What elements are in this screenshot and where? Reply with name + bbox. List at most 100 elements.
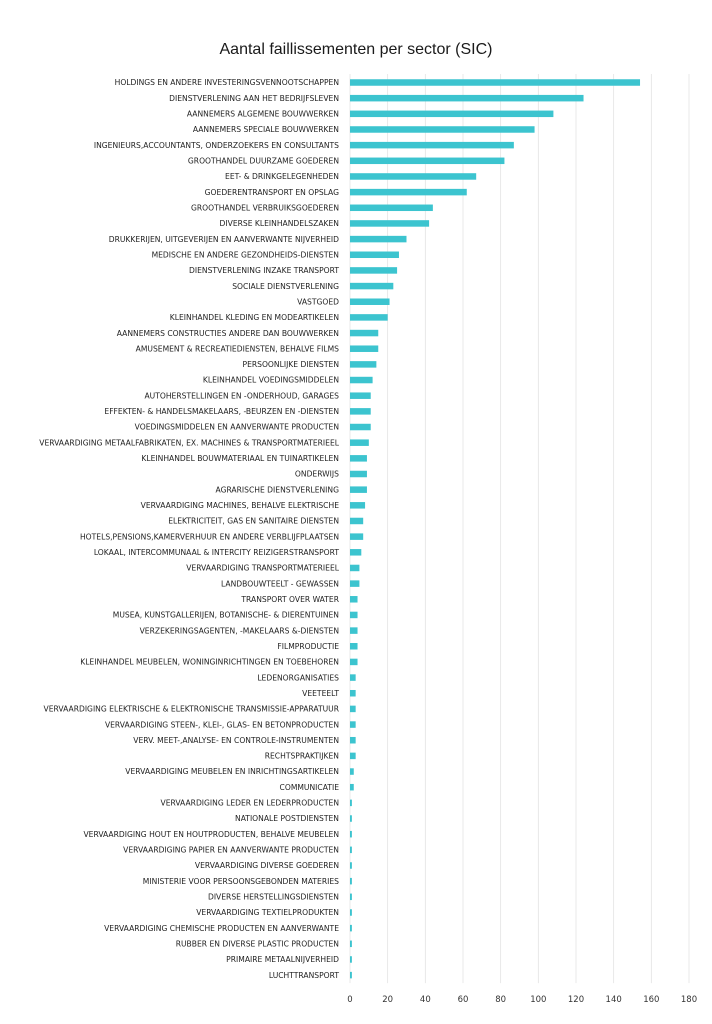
category-label: PRIMAIRE METAALNIJVERHEID: [226, 955, 339, 964]
category-label: MEDISCHE EN ANDERE GEZONDHEIDS-DIENSTEN: [152, 250, 339, 259]
category-label: VERVAARDIGING CHEMISCHE PRODUCTEN EN AAN…: [104, 924, 339, 933]
bar: [350, 862, 352, 869]
category-label: VERVAARDIGING TEXTIELPRODUKTEN: [196, 908, 339, 917]
category-label: AGRARISCHE DIENSTVERLENING: [216, 485, 340, 494]
bar: [350, 267, 398, 274]
bar: [350, 220, 430, 227]
category-label: DIVERSE HERSTELLINGSDIENSTEN: [208, 893, 339, 902]
category-label: HOLDINGS EN ANDERE INVESTERINGSVENNOOTSC…: [115, 78, 339, 87]
bar: [350, 314, 388, 321]
bar: [350, 157, 505, 165]
category-label: KLEINHANDEL MEUBELEN, WONINGINRICHTINGEN…: [80, 658, 339, 667]
category-label: VERV. MEET-,ANALYSE- EN CONTROLE-INSTRUM…: [133, 736, 339, 745]
bar: [350, 611, 358, 619]
bar: [350, 439, 369, 446]
category-label: VERVAARDIGING HOUT EN HOUTPRODUCTEN, BEH…: [83, 830, 339, 839]
x-tick-label: 100: [530, 995, 546, 1005]
category-label: KLEINHANDEL KLEDING EN MODEARTIKELEN: [170, 313, 339, 322]
x-tick-labels: 0 20 40 60 80 100 120 140 160 180: [347, 995, 697, 1005]
category-label: VERVAARDIGING LEDER EN LEDERPRODUCTEN: [161, 799, 340, 808]
category-label: GOEDERENTRANSPORT EN OPSLAG: [205, 188, 339, 197]
x-tick-label: 160: [643, 995, 659, 1005]
category-label: MINISTERIE VOOR PERSOONSGEBONDEN MATERIE…: [143, 877, 339, 886]
bar: [350, 329, 379, 337]
bar: [350, 455, 367, 462]
x-tick-label: 180: [681, 995, 697, 1005]
category-label: VERZEKERINGSAGENTEN, -MAKELAARS &-DIENST…: [140, 626, 339, 635]
category-label: VERVAARDIGING DIVERSE GOEDEREN: [195, 861, 339, 870]
bar: [350, 188, 467, 196]
bar: [350, 956, 352, 963]
category-label: AMUSEMENT & RECREATIEDIENSTEN, BEHALVE F…: [136, 344, 340, 353]
bar: [350, 643, 358, 650]
bar: [350, 549, 362, 556]
category-label: GROOTHANDEL DUURZAME GOEDEREN: [188, 157, 339, 166]
category-label: DRUKKERIJEN, UITGEVERIJEN EN AANVERWANTE…: [109, 235, 339, 244]
bar: [350, 79, 641, 86]
bar: [350, 376, 373, 384]
category-label: VOEDINGSMIDDELEN EN AANVERWANTE PRODUCTE…: [135, 423, 339, 432]
category-label: LUCHTTRANSPORT: [269, 971, 340, 980]
x-tick-label: 40: [420, 995, 431, 1005]
category-label: VERVAARDIGING STEEN-, KLEI-, GLAS- EN BE…: [105, 720, 339, 729]
category-label: RECHTSPRAKTIJKEN: [265, 752, 339, 761]
bar: [350, 846, 352, 854]
bars: [350, 79, 641, 979]
category-label: EET- & DRINKGELEGENHEDEN: [225, 172, 339, 181]
x-tick-label: 140: [606, 995, 622, 1005]
category-label: NATIONALE POSTDIENSTEN: [235, 814, 339, 823]
bar: [350, 564, 360, 572]
bar: [350, 830, 352, 838]
category-label: EFFEKTEN- & HANDELSMAKELAARS, -BEURZEN E…: [104, 407, 339, 416]
bar: [350, 126, 535, 133]
bar: [350, 235, 407, 243]
bar: [350, 768, 354, 775]
category-label: COMMUNICATIE: [280, 783, 340, 792]
category-label: SOCIALE DIENSTVERLENING: [232, 282, 339, 291]
category-label: KLEINHANDEL VOEDINGSMIDDELEN: [203, 376, 339, 385]
x-tick-label: 0: [347, 995, 352, 1005]
bar: [350, 721, 356, 728]
bar: [350, 204, 433, 212]
category-label: DIVERSE KLEINHANDELSZAKEN: [220, 219, 339, 228]
category-label: VERVAARDIGING ELEKTRISCHE & ELEKTRONISCH…: [44, 705, 340, 714]
category-label: TRANSPORT OVER WATER: [240, 595, 339, 604]
category-label: AUTOHERSTELLINGEN EN -ONDERHOUD, GARAGES: [144, 391, 339, 400]
bar: [350, 971, 352, 979]
bar: [350, 815, 352, 822]
bar: [350, 877, 352, 885]
category-label: AANNEMERS ALGEMENE BOUWWERKEN: [187, 110, 339, 119]
bar: [350, 940, 352, 948]
x-tick-label: 20: [382, 995, 393, 1005]
bar: [350, 423, 371, 431]
bar: [350, 689, 356, 697]
category-label: KLEINHANDEL BOUWMATERIAAL EN TUINARTIKEL…: [141, 454, 339, 463]
bar: [350, 486, 367, 493]
category-label: INGENIEURS,ACCOUNTANTS, ONDERZOEKERS EN …: [94, 141, 339, 150]
bar: [350, 596, 358, 603]
bar: [350, 345, 379, 352]
bar: [350, 251, 399, 259]
category-label: LOKAAL, INTERCOMMUNAAL & INTERCITY REIZI…: [94, 548, 340, 557]
bar: [350, 94, 584, 102]
category-label: MUSEA, KUNSTGALLERIJEN, BOTANISCHE- & DI…: [113, 611, 339, 620]
category-label: AANNEMERS CONSTRUCTIES ANDERE DAN BOUWWE…: [117, 329, 339, 338]
bar: [350, 580, 360, 587]
category-label: VASTGOED: [297, 297, 339, 306]
category-label: ELEKTRICITEIT, GAS EN SANITAIRE DIENSTEN: [168, 517, 339, 526]
category-label: AANNEMERS SPECIALE BOUWWERKEN: [193, 125, 339, 134]
bar: [350, 298, 390, 305]
bar: [350, 909, 352, 916]
category-label: VERVAARDIGING TRANSPORTMATERIEEL: [186, 564, 340, 573]
category-labels: HOLDINGS EN ANDERE INVESTERINGSVENNOOTSC…: [39, 78, 340, 980]
category-label: LANDBOUWTEELT - GEWASSEN: [221, 579, 339, 588]
bar: [350, 705, 356, 713]
x-tick-label: 120: [568, 995, 584, 1005]
bar: [350, 408, 371, 415]
bar: [350, 783, 354, 791]
category-label: VERVAARDIGING MEUBELEN EN INRICHTINGSART…: [125, 767, 339, 776]
bar: [350, 110, 554, 118]
bar: [350, 361, 377, 368]
category-label: VERVAARDIGING METAALFABRIKATEN, EX. MACH…: [39, 438, 340, 447]
